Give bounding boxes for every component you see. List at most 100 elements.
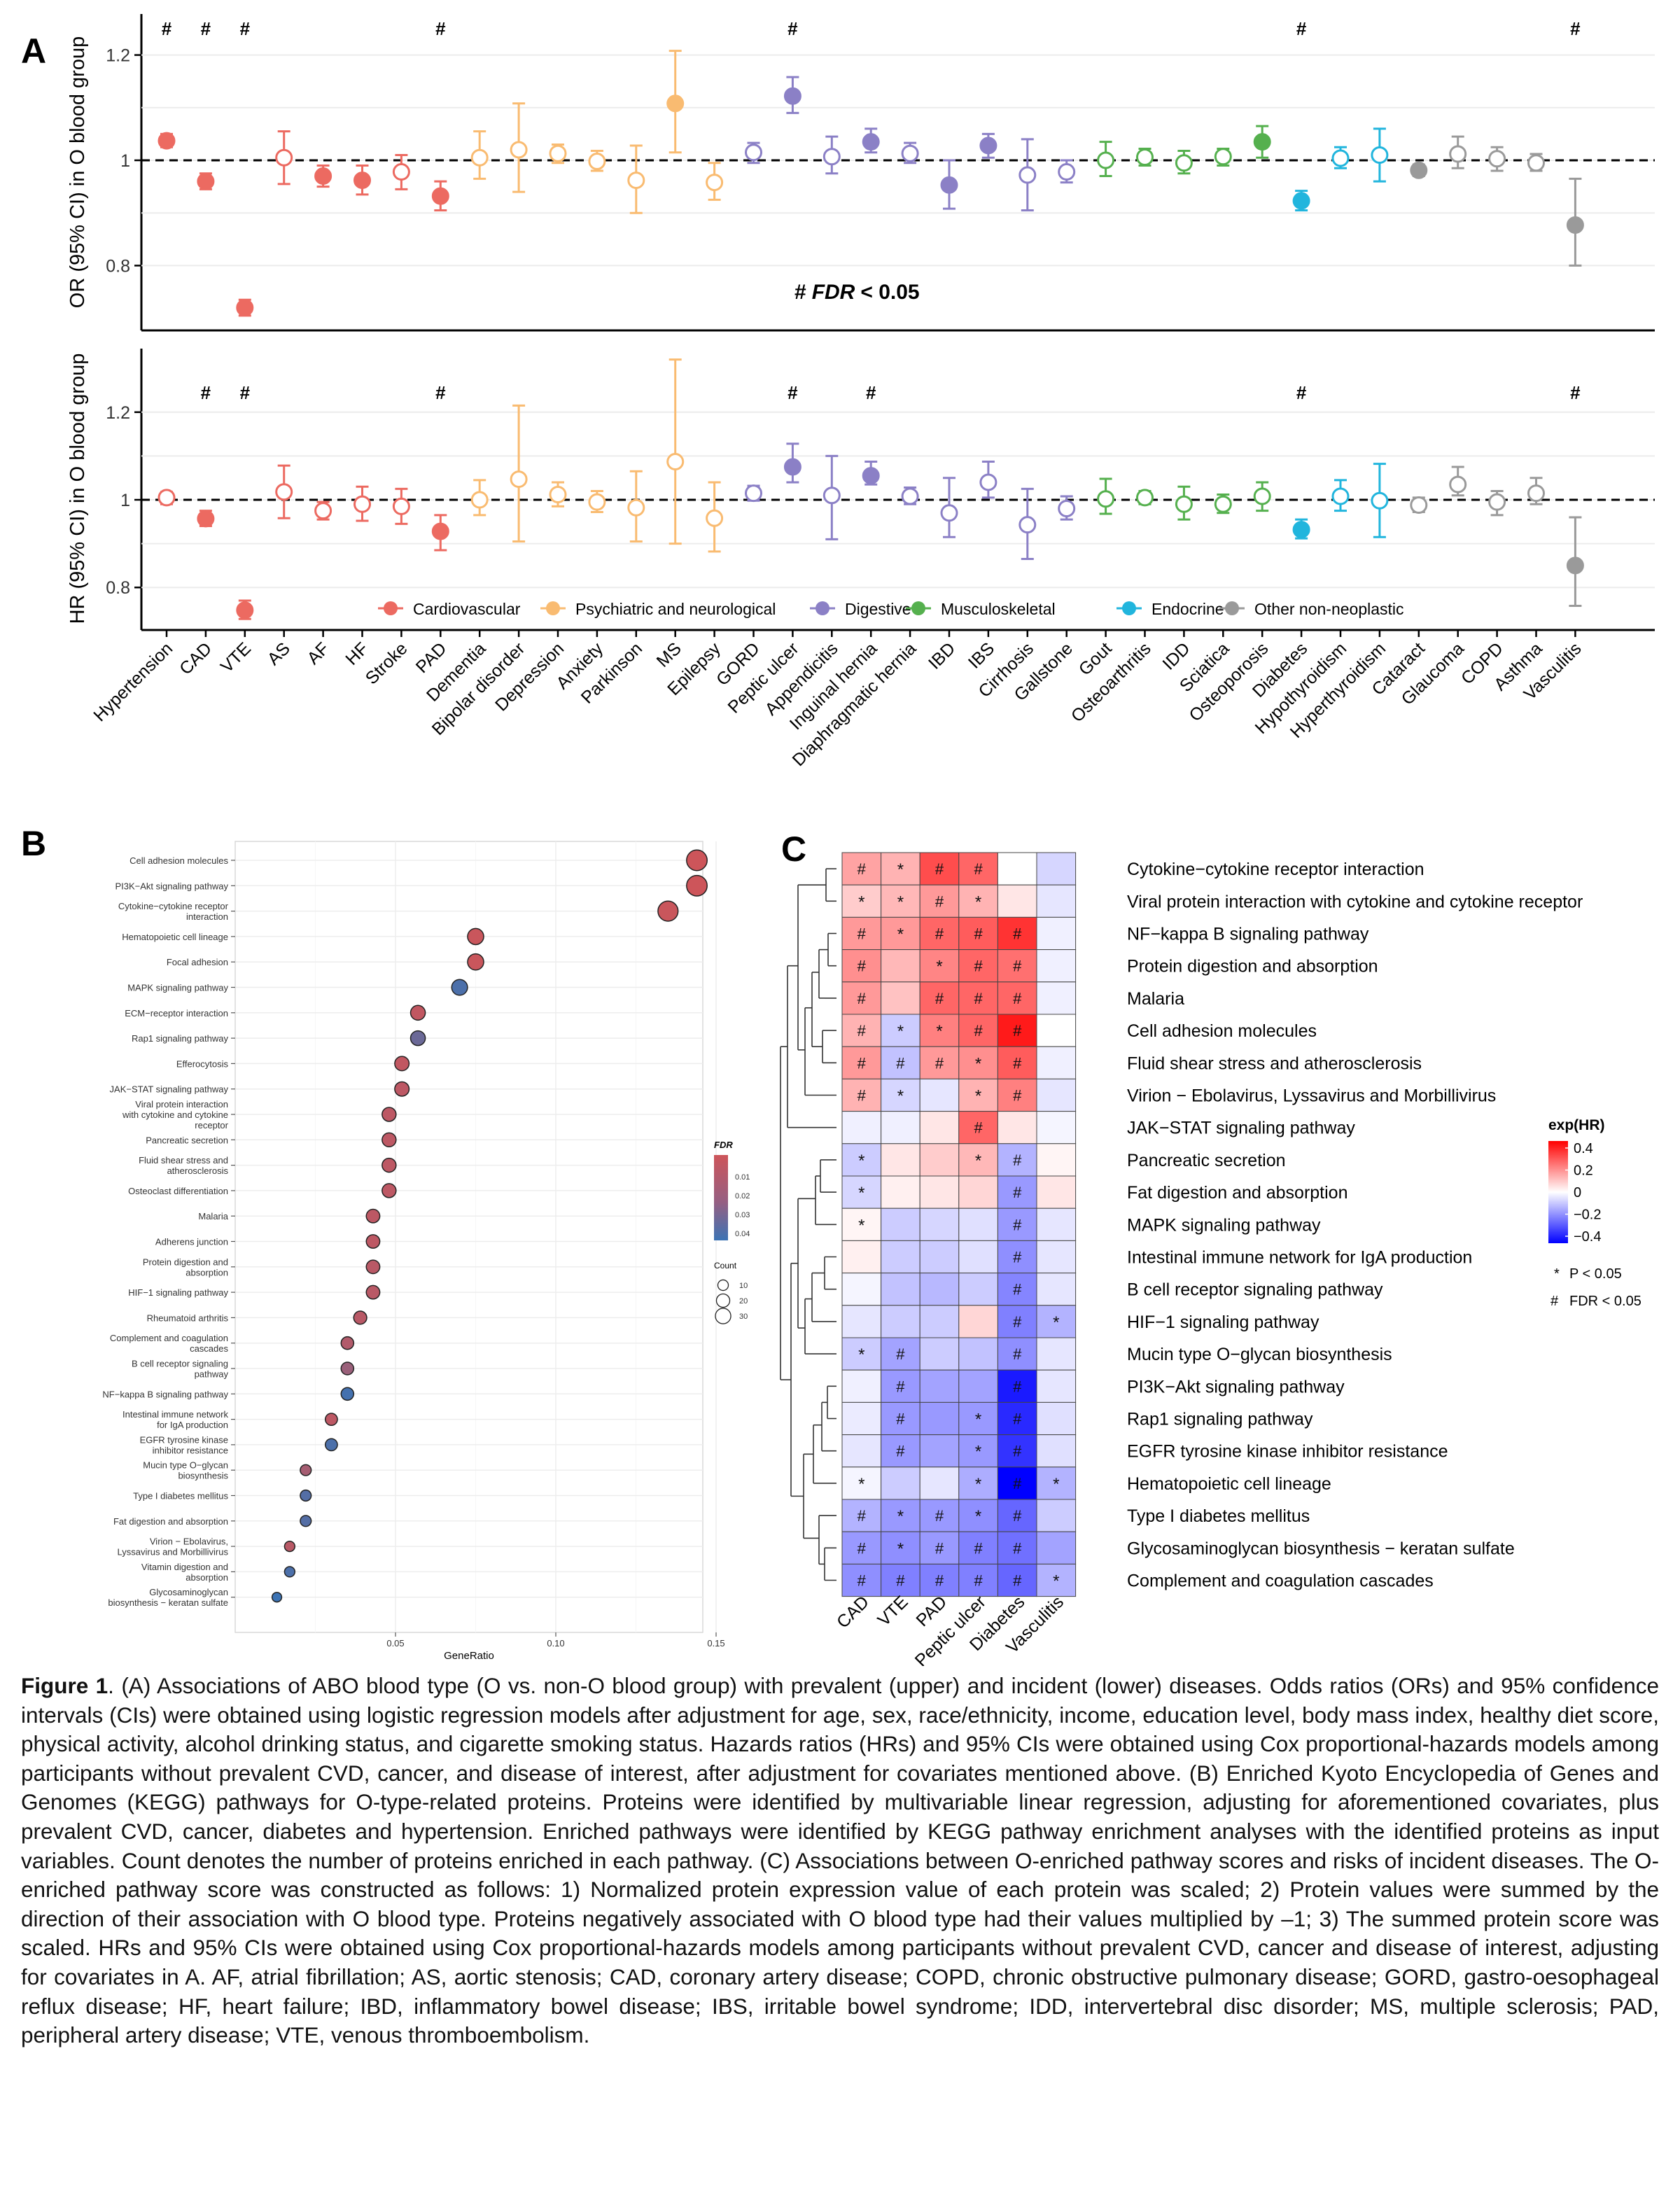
significance-mark: * xyxy=(975,892,981,911)
dotplot-x-label: GeneRatio xyxy=(444,1650,494,1662)
heatmap-row-label: Complement and coagulation cascades xyxy=(1127,1572,1434,1591)
pathway-label: NF−kappa B signaling pathway xyxy=(102,1389,228,1399)
heatmap-cell xyxy=(881,1466,920,1500)
heatmap-cell xyxy=(1036,1240,1077,1274)
fdr-legend-note: FDR < 0.05 xyxy=(1569,1294,1642,1309)
fdr-legend-title: FDR xyxy=(714,1140,733,1150)
legend-label: Psychiatric and neurological xyxy=(575,600,776,618)
heatmap-cell xyxy=(881,1401,920,1436)
estimate-point xyxy=(1253,487,1271,505)
heatmap-row-label: JAK−STAT signaling pathway xyxy=(1127,1119,1355,1138)
heatmap-cell xyxy=(958,1563,998,1597)
pathway-point xyxy=(340,1362,355,1376)
pathway-point xyxy=(382,1157,397,1173)
pathway-labels: Cell adhesion molecules PI3K−Akt signalin… xyxy=(102,855,235,1608)
pathway-label-line: HIF−1 signaling pathway xyxy=(128,1287,228,1298)
significance-mark: * xyxy=(975,1054,981,1073)
significance-mark: * xyxy=(858,1184,864,1203)
heatmap-cell xyxy=(881,1273,920,1306)
pathway-label: JAK−STAT signaling pathway xyxy=(110,1084,229,1095)
estimate-point xyxy=(1175,495,1193,513)
heatmap-row-label: PI3K−Akt signaling pathway xyxy=(1127,1377,1345,1396)
significance-mark: # xyxy=(858,990,867,1007)
estimate-point xyxy=(1488,150,1506,168)
heatmap-cell xyxy=(881,949,920,983)
significance-mark: # xyxy=(974,1572,983,1590)
pathway-label: Fluid shear stress and atherosclerosis xyxy=(139,1155,228,1176)
heatmap-row-label: HIF−1 signaling pathway xyxy=(1127,1312,1320,1332)
heatmap-cell xyxy=(919,852,960,886)
pathway-label-line: PI3K−Akt signaling pathway xyxy=(115,881,228,891)
significance-mark: # xyxy=(1013,1022,1022,1040)
count-legend-circle xyxy=(717,1279,729,1292)
significance-mark: * xyxy=(975,1443,981,1462)
fdr-marker: # xyxy=(201,18,211,39)
heatmap-cell xyxy=(997,1111,1037,1144)
pathway-label-line: Glycosaminoglycan xyxy=(149,1587,228,1597)
significance-mark: # xyxy=(858,1054,867,1072)
pathway-label: Adherens junction xyxy=(155,1237,228,1247)
heatmap-legend-tick: 0.2 xyxy=(1574,1163,1593,1179)
heatmap-cell xyxy=(997,1046,1037,1079)
fdr-legend-tick: 0.02 xyxy=(735,1192,750,1200)
significance-mark: # xyxy=(1013,1572,1022,1590)
heatmap-cell xyxy=(997,1369,1037,1403)
heatmap-cell xyxy=(1036,852,1077,886)
pathway-label-line: for IgA production xyxy=(157,1420,228,1430)
estimate-point xyxy=(236,299,254,317)
significance-mark: # xyxy=(1013,1184,1022,1201)
estimate-point xyxy=(822,486,841,505)
heatmap-cell xyxy=(958,884,998,918)
y-tick-label: 1.2 xyxy=(106,46,130,66)
estimate-point xyxy=(431,522,449,540)
dotplot-x-ticks: 0.05 0.10 0.15 xyxy=(386,1632,725,1648)
significance-mark: # xyxy=(1013,1087,1022,1105)
estimate-point xyxy=(470,491,489,509)
heatmap-cell xyxy=(919,1175,960,1209)
fdr-marker: # xyxy=(240,18,251,39)
pathway-point xyxy=(394,1056,410,1072)
heatmap-cell xyxy=(919,1078,960,1112)
pathway-point xyxy=(382,1132,397,1148)
significance-mark: # xyxy=(896,1443,905,1460)
heatmap-cell xyxy=(881,1240,920,1274)
legend-label: Digestive xyxy=(845,600,911,618)
estimate-point xyxy=(1292,192,1310,210)
heatmap-cell xyxy=(841,1273,882,1306)
pathway-point xyxy=(340,1387,355,1401)
pathway-label: Cell adhesion molecules xyxy=(130,855,228,866)
legend-swatch xyxy=(546,601,560,615)
fdr-marker: # xyxy=(788,382,798,403)
significance-mark: # xyxy=(974,958,983,975)
significance-mark: # xyxy=(935,1572,944,1590)
heatmap-row-labels: Cytokine−cytokine receptor interaction Vi… xyxy=(1127,860,1583,1590)
count-legend-circle xyxy=(715,1308,732,1324)
heatmap-cell xyxy=(881,852,920,886)
estimate-point xyxy=(706,509,724,527)
estimate-point xyxy=(1175,154,1193,172)
pathway-label: PI3K−Akt signaling pathway xyxy=(115,881,228,891)
significance-mark: # xyxy=(1013,1410,1022,1428)
pathway-label-line: Pancreatic secretion xyxy=(146,1135,228,1145)
pathway-label: EGFR tyrosine kinase inhibitor resistance xyxy=(140,1434,228,1455)
estimate-point xyxy=(275,148,293,167)
heatmap-cell xyxy=(1036,1208,1077,1241)
heatmap-cell xyxy=(841,949,882,983)
pathway-label: MAPK signaling pathway xyxy=(127,983,228,993)
heatmap-cell xyxy=(1036,1111,1077,1144)
heatmap-cell xyxy=(881,1175,920,1209)
figure-caption: Figure 1. (A) Associations of ABO blood … xyxy=(21,1672,1659,2050)
significance-mark: # xyxy=(1013,1378,1022,1395)
estimate-point xyxy=(549,485,567,503)
heatmap-cell xyxy=(997,1563,1037,1597)
heatmap-row-label: Cytokine−cytokine receptor interaction xyxy=(1127,860,1424,879)
heatmap-cell xyxy=(841,1175,882,1209)
estimate-point xyxy=(979,473,997,491)
significance-mark: * xyxy=(897,1539,904,1558)
pathway-label: ECM−receptor interaction xyxy=(125,1008,228,1018)
significance-mark: # xyxy=(974,1119,983,1137)
estimate-point xyxy=(1371,491,1389,510)
pathway-label-line: Fat digestion and absorption xyxy=(113,1516,228,1527)
heatmap-row-label: Viral protein interaction with cytokine … xyxy=(1127,892,1583,911)
heatmap-cell xyxy=(1036,916,1077,951)
